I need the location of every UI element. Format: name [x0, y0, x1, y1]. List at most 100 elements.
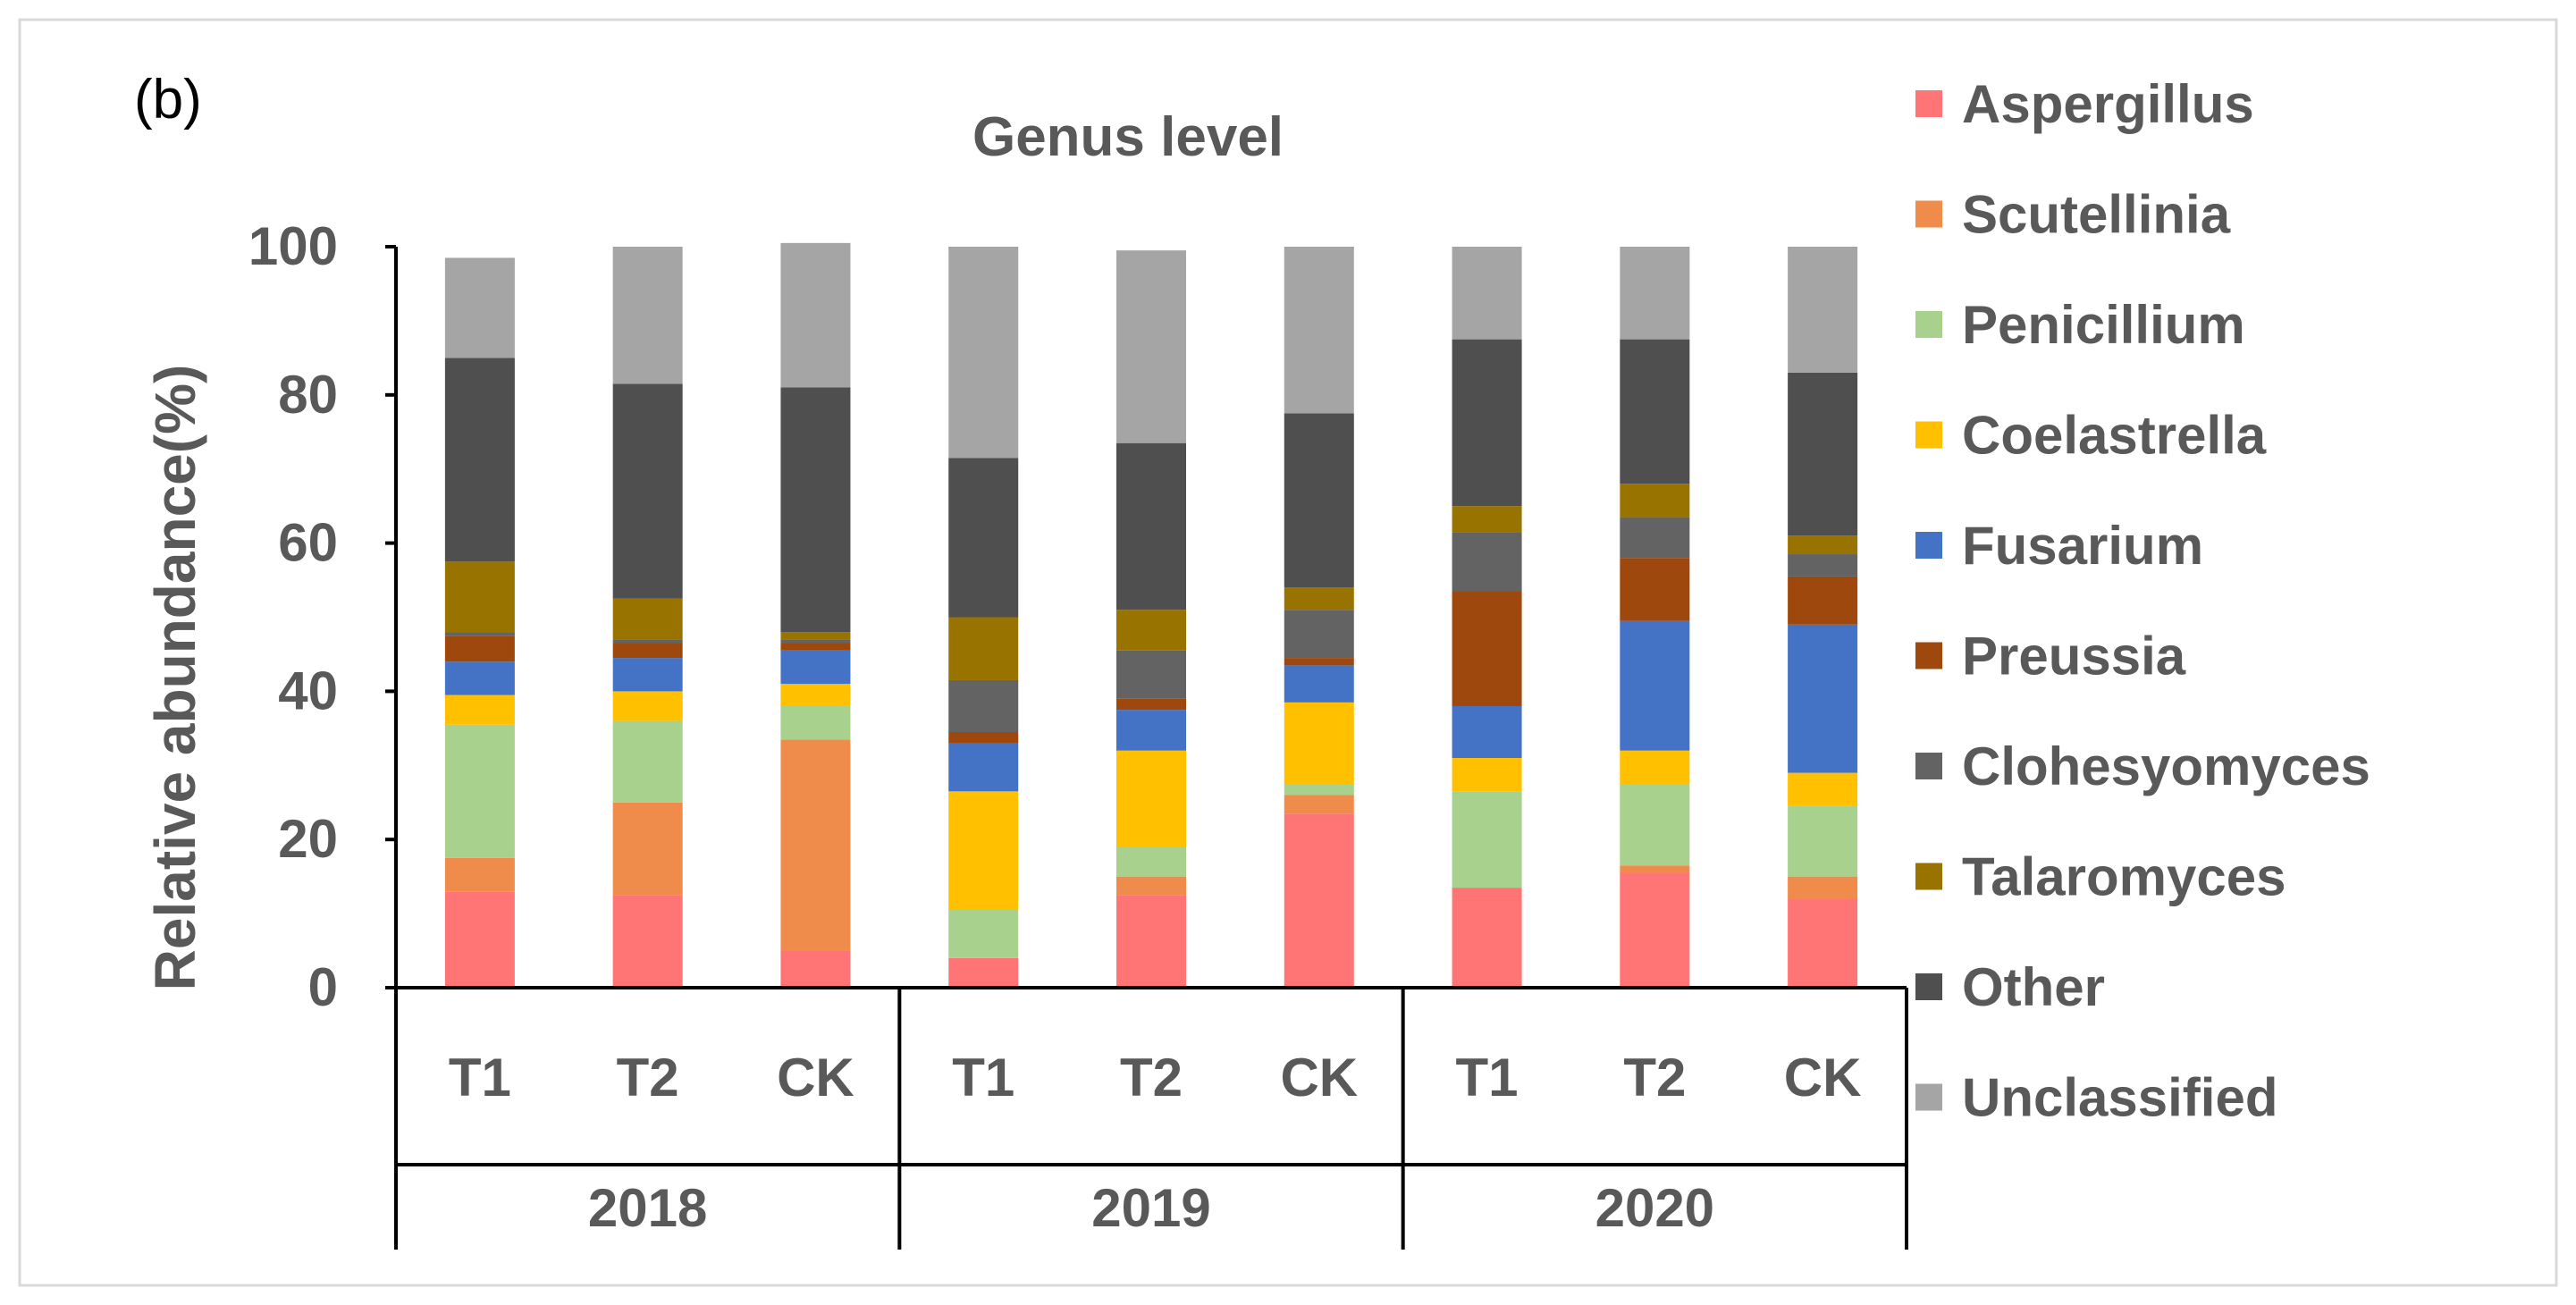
bar-segment-fusarium [1284, 665, 1354, 703]
bar-segment-preussia [780, 643, 851, 651]
bar-segment-preussia [1452, 591, 1522, 706]
legend-item: Unclassified [1915, 1068, 2277, 1128]
x-tick-label: T1 [952, 1048, 1014, 1107]
legend-swatch [1915, 311, 1942, 338]
bar-segment-fusarium [1116, 710, 1186, 751]
bar-segment-unclassified [1452, 247, 1522, 340]
bar-segment-coelastrella [1284, 702, 1354, 785]
bar-stack [1452, 247, 1522, 988]
legend: Aspergillus Scutellinia Penicillium Coelast… [1915, 74, 2370, 1128]
bar-segment-coelastrella [1788, 772, 1858, 806]
bar-segment-fusarium [948, 743, 1019, 792]
bar-segment-aspergillus [444, 891, 515, 988]
bar-segment-talaromyces [1620, 484, 1690, 518]
legend-swatch [1915, 863, 1942, 890]
legend-item: Talaromyces [1915, 847, 2286, 907]
bar-segment-fusarium [1620, 620, 1690, 751]
bar-segment-other [1452, 339, 1522, 507]
legend-swatch [1915, 973, 1942, 1000]
bar-stack [780, 242, 851, 988]
bar-segment-penicillium [780, 705, 851, 740]
bar-segment-talaromyces [612, 598, 683, 640]
chart-title: Genus level [972, 106, 1284, 168]
bar-segment-unclassified [1620, 247, 1690, 340]
bar-segment-clohesyomyces [948, 679, 1019, 732]
y-tick-label: 20 [278, 809, 338, 869]
bar-segment-clohesyomyces [1284, 610, 1354, 659]
bar-segment-unclassified [1788, 247, 1858, 373]
legend-item: Aspergillus [1915, 74, 2254, 134]
bar-segment-aspergillus [1284, 813, 1354, 988]
bar-segment-unclassified [444, 257, 515, 358]
bar-segment-unclassified [1116, 250, 1186, 443]
bar-segment-coelastrella [1620, 750, 1690, 785]
bar-segment-unclassified [1284, 247, 1354, 414]
bar-segment-scutellinia [444, 857, 515, 892]
bar-segment-unclassified [948, 247, 1019, 459]
bar-segment-other [948, 458, 1019, 618]
x-tick-label: T2 [617, 1048, 679, 1107]
bar-segment-scutellinia [780, 739, 851, 951]
legend-swatch [1915, 1083, 1942, 1111]
bar-segment-talaromyces [780, 632, 851, 640]
y-tick-label: 100 [248, 216, 338, 276]
y-tick-label: 60 [278, 513, 338, 573]
bar-segment-talaromyces [1788, 535, 1858, 555]
bar-segment-penicillium [948, 909, 1019, 958]
bar-segment-other [444, 358, 515, 562]
bar-segment-aspergillus [948, 957, 1019, 988]
legend-label: Coelastrella [1962, 406, 2267, 466]
legend-label: Talaromyces [1962, 847, 2286, 907]
bar-segment-penicillium [1284, 784, 1354, 796]
bar-segment-talaromyces [948, 617, 1019, 680]
bar-segment-scutellinia [612, 802, 683, 896]
legend-swatch [1915, 642, 1942, 669]
bar-segment-clohesyomyces [612, 639, 683, 644]
axes [394, 247, 1908, 1250]
legend-label: Fusarium [1962, 516, 2203, 576]
y-axis-title: Relative abundance(%) [143, 365, 207, 991]
bar-segment-other [1788, 372, 1858, 536]
bar-segment-preussia [948, 731, 1019, 744]
bar-stack [444, 257, 515, 988]
bar-segment-other [612, 383, 683, 599]
legend-item: Penicillium [1915, 295, 2245, 355]
group-label: 2020 [1595, 1178, 1714, 1238]
x-tick-label: CK [777, 1048, 854, 1107]
bar-segment-scutellinia [1284, 795, 1354, 814]
bar-segment-coelastrella [612, 691, 683, 721]
y-tick-label: 40 [278, 661, 338, 720]
legend-label: Aspergillus [1962, 74, 2254, 134]
legend-label: Clohesyomyces [1962, 737, 2370, 796]
bar-segment-clohesyomyces [1452, 532, 1522, 592]
bar-segment-clohesyomyces [1788, 554, 1858, 577]
bar-stack [1116, 250, 1186, 988]
bar-segment-penicillium [1788, 805, 1858, 877]
group-label: 2018 [588, 1178, 707, 1238]
bar-segment-talaromyces [1452, 506, 1522, 533]
bar-segment-penicillium [1116, 846, 1186, 877]
legend-item: Coelastrella [1915, 406, 2267, 466]
bar-segment-preussia [1620, 558, 1690, 621]
legend-swatch [1915, 753, 1942, 779]
x-tick-label: T2 [1623, 1048, 1686, 1107]
legend-swatch [1915, 90, 1942, 117]
bar-segment-fusarium [612, 658, 683, 692]
bar-stack [1620, 247, 1690, 988]
legend-swatch [1915, 200, 1942, 228]
bar-segment-aspergillus [780, 950, 851, 988]
bar-stack [612, 247, 683, 988]
legend-swatch [1915, 421, 1942, 449]
bar-segment-talaromyces [1116, 610, 1186, 651]
bar-stacks [444, 242, 1858, 988]
bar-segment-scutellinia [1788, 876, 1858, 899]
bar-segment-penicillium [1452, 791, 1522, 888]
bar-stack [1284, 247, 1354, 988]
legend-item: Fusarium [1915, 516, 2203, 576]
bar-stack [1788, 247, 1858, 988]
bar-segment-coelastrella [444, 695, 515, 725]
bar-segment-scutellinia [1116, 876, 1186, 896]
bar-segment-preussia [1116, 698, 1186, 711]
x-tick-label: CK [1280, 1048, 1358, 1107]
